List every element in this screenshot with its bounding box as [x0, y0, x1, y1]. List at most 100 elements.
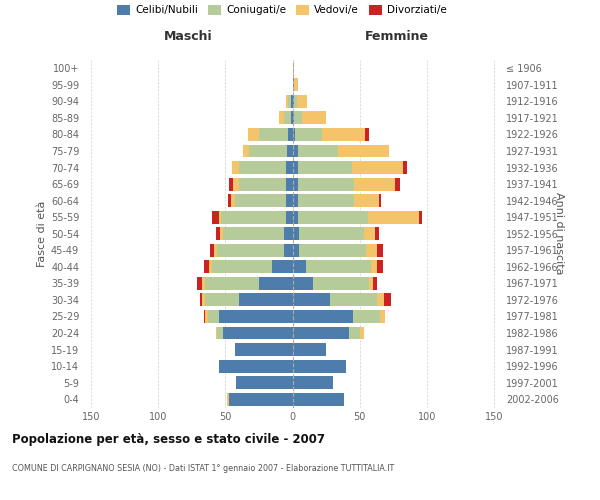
Bar: [419, 210, 422, 224]
Bar: [289, 95, 291, 108]
Bar: [294, 112, 302, 124]
Bar: [293, 112, 294, 124]
Bar: [212, 210, 218, 224]
Bar: [355, 178, 395, 190]
Bar: [211, 244, 214, 257]
Bar: [272, 260, 293, 274]
Bar: [403, 161, 407, 174]
Bar: [229, 393, 293, 406]
Bar: [284, 244, 293, 257]
Bar: [223, 326, 293, 340]
Text: Popolazione per età, sesso e stato civile - 2007: Popolazione per età, sesso e stato civil…: [12, 432, 325, 446]
Bar: [279, 112, 284, 124]
Bar: [322, 128, 365, 141]
Bar: [218, 210, 221, 224]
Bar: [239, 178, 286, 190]
Bar: [330, 294, 377, 306]
Bar: [216, 228, 220, 240]
Bar: [293, 78, 294, 92]
Bar: [313, 277, 369, 290]
Bar: [349, 326, 360, 340]
Bar: [377, 294, 384, 306]
Bar: [286, 161, 293, 174]
Bar: [235, 194, 286, 207]
Bar: [218, 310, 293, 323]
Bar: [293, 228, 299, 240]
Bar: [286, 210, 293, 224]
Legend: Celibi/Nubili, Coniugati/e, Vedovi/e, Divorziati/e: Celibi/Nubili, Coniugati/e, Vedovi/e, Di…: [117, 5, 447, 15]
Text: COMUNE DI CARPIGNANO SESIA (NO) - Dati ISTAT 1° gennaio 2007 - Elaborazione TUTT: COMUNE DI CARPIGNANO SESIA (NO) - Dati I…: [12, 464, 394, 473]
Bar: [295, 128, 322, 141]
Bar: [214, 244, 217, 257]
Bar: [379, 194, 381, 207]
Bar: [204, 260, 209, 274]
Bar: [293, 95, 294, 108]
Bar: [293, 161, 298, 174]
Bar: [395, 178, 400, 190]
Bar: [243, 144, 250, 158]
Bar: [302, 112, 326, 124]
Bar: [293, 294, 330, 306]
Bar: [380, 310, 385, 323]
Bar: [374, 228, 379, 240]
Bar: [212, 260, 272, 274]
Bar: [228, 194, 230, 207]
Bar: [384, 294, 391, 306]
Bar: [293, 277, 313, 290]
Bar: [353, 310, 380, 323]
Bar: [209, 260, 212, 274]
Bar: [299, 228, 364, 240]
Bar: [360, 326, 364, 340]
Bar: [293, 178, 298, 190]
Bar: [259, 277, 293, 290]
Bar: [293, 376, 333, 389]
Bar: [298, 161, 352, 174]
Bar: [286, 95, 289, 108]
Bar: [250, 144, 287, 158]
Bar: [230, 194, 235, 207]
Bar: [294, 78, 298, 92]
Bar: [204, 310, 205, 323]
Bar: [368, 210, 419, 224]
Bar: [217, 326, 223, 340]
Bar: [298, 144, 338, 158]
Bar: [221, 210, 286, 224]
Bar: [205, 277, 259, 290]
Bar: [284, 228, 293, 240]
Bar: [289, 128, 293, 141]
Text: Femmine: Femmine: [365, 30, 429, 43]
Bar: [259, 128, 289, 141]
Bar: [197, 277, 202, 290]
Bar: [352, 161, 403, 174]
Bar: [367, 244, 377, 257]
Bar: [293, 326, 349, 340]
Bar: [377, 244, 383, 257]
Bar: [291, 112, 293, 124]
Bar: [239, 294, 293, 306]
Bar: [293, 210, 298, 224]
Bar: [355, 194, 379, 207]
Bar: [293, 343, 326, 356]
Bar: [248, 128, 259, 141]
Bar: [217, 244, 284, 257]
Bar: [298, 210, 368, 224]
Bar: [293, 310, 353, 323]
Bar: [286, 194, 293, 207]
Bar: [202, 294, 205, 306]
Bar: [220, 228, 223, 240]
Bar: [284, 112, 291, 124]
Bar: [293, 144, 298, 158]
Bar: [298, 194, 355, 207]
Bar: [286, 178, 293, 190]
Y-axis label: Fasce di età: Fasce di età: [37, 200, 47, 267]
Bar: [291, 95, 293, 108]
Bar: [223, 228, 284, 240]
Bar: [299, 244, 367, 257]
Bar: [306, 260, 371, 274]
Bar: [293, 244, 299, 257]
Bar: [293, 128, 295, 141]
Bar: [200, 294, 202, 306]
Y-axis label: Anni di nascita: Anni di nascita: [554, 192, 564, 275]
Bar: [365, 128, 369, 141]
Bar: [373, 277, 377, 290]
